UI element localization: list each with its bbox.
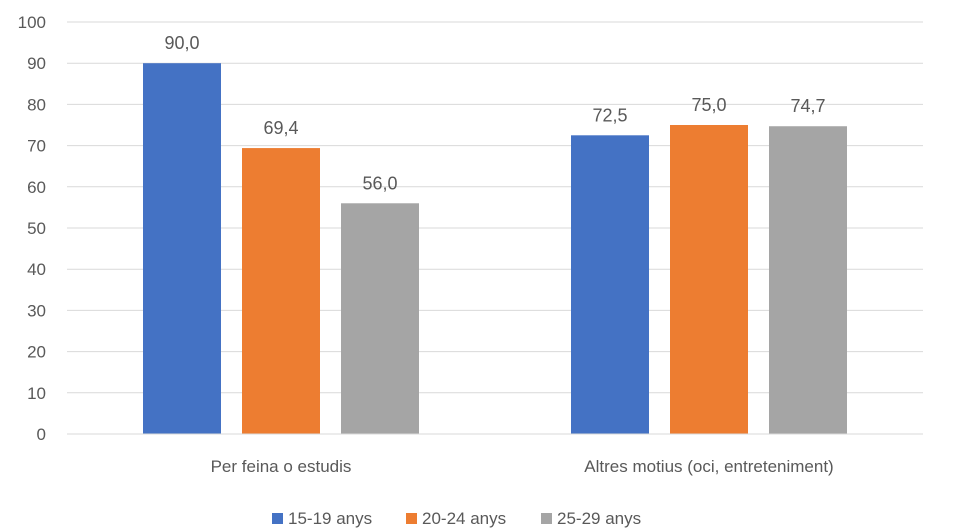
y-tick-label: 40	[27, 260, 46, 279]
bar	[341, 203, 419, 434]
data-labels: 90,0 69,4 56,0 72,5 75,0 74,7	[164, 33, 825, 193]
x-category-label: Altres motius (oci, entreteniment)	[584, 457, 833, 476]
y-tick-label: 50	[27, 219, 46, 238]
legend-swatch	[406, 513, 417, 524]
bar	[242, 148, 320, 434]
data-label: 75,0	[691, 95, 726, 115]
legend: 15-19 anys 20-24 anys 25-29 anys	[272, 509, 641, 528]
y-tick-label: 30	[27, 301, 46, 320]
data-label: 69,4	[263, 118, 298, 138]
data-label: 56,0	[362, 173, 397, 193]
legend-swatch	[541, 513, 552, 524]
y-tick-label: 20	[27, 343, 46, 362]
y-tick-label: 10	[27, 384, 46, 403]
data-label: 90,0	[164, 33, 199, 53]
y-tick-label: 100	[18, 13, 46, 32]
bar	[670, 125, 748, 434]
legend-swatch	[272, 513, 283, 524]
data-label: 72,5	[592, 105, 627, 125]
y-tick-label: 0	[37, 425, 46, 444]
x-category-label: Per feina o estudis	[211, 457, 352, 476]
x-axis: Per feina o estudis Altres motius (oci, e…	[67, 433, 923, 476]
y-tick-label: 70	[27, 137, 46, 156]
legend-label: 20-24 anys	[422, 509, 506, 528]
legend-label: 25-29 anys	[557, 509, 641, 528]
y-axis: 0 10 20 30 40 50 60 70 80 90 100	[18, 13, 46, 444]
y-tick-label: 80	[27, 95, 46, 114]
bar	[143, 63, 221, 434]
data-label: 74,7	[790, 96, 825, 116]
y-tick-label: 60	[27, 178, 46, 197]
bars	[143, 63, 847, 435]
legend-label: 15-19 anys	[288, 509, 372, 528]
bar	[571, 135, 649, 435]
y-tick-label: 90	[27, 54, 46, 73]
bar	[769, 126, 847, 435]
